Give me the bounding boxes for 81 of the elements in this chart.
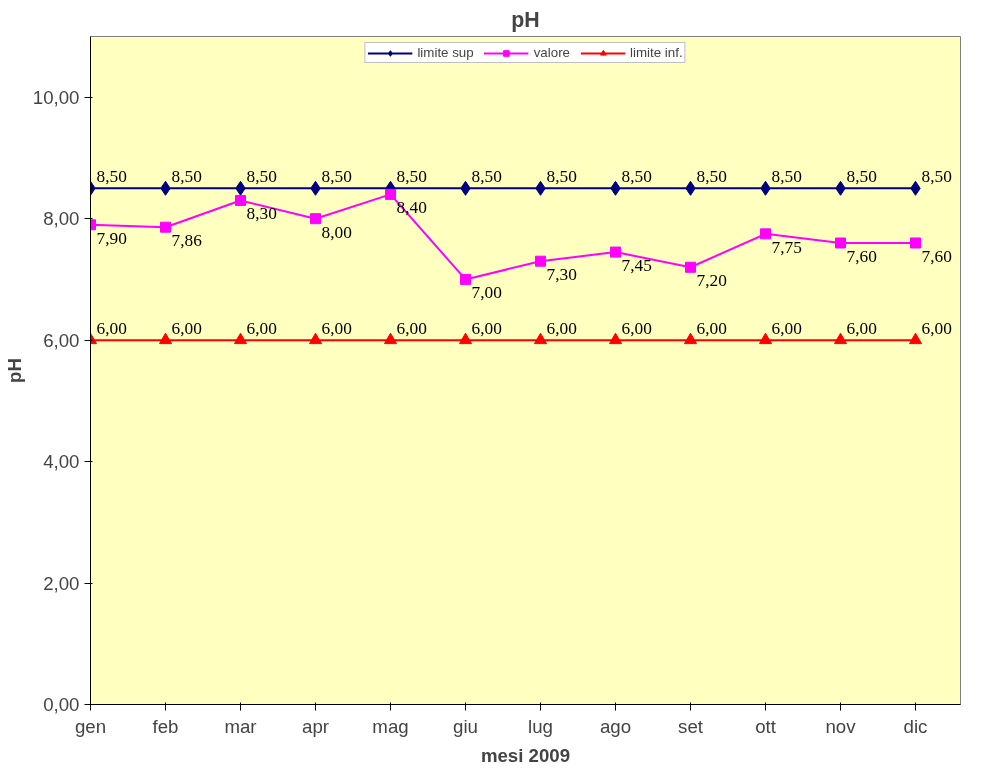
y-tick-label: 10,00 <box>32 86 80 108</box>
point <box>384 332 397 345</box>
point <box>160 221 171 233</box>
data-label: 6,00 <box>921 319 952 339</box>
data-label: 8,50 <box>321 167 352 187</box>
y-tick-label: 8,00 <box>43 208 80 230</box>
data-label: 8,50 <box>696 167 727 187</box>
point <box>309 332 322 345</box>
point <box>535 255 546 267</box>
data-label: 6,00 <box>846 319 877 339</box>
data-label: 8,50 <box>546 167 577 187</box>
point <box>760 228 771 240</box>
point <box>684 332 697 345</box>
point <box>610 246 621 258</box>
y-tick-label: 0,00 <box>43 694 80 715</box>
x-tick-label: mag <box>372 715 409 737</box>
point <box>909 332 922 345</box>
data-label: 7,30 <box>546 265 577 285</box>
data-label: 8,50 <box>471 167 502 187</box>
point <box>910 237 921 249</box>
data-label: 8,50 <box>846 167 877 187</box>
data-label: 7,60 <box>846 246 877 266</box>
data-label: 6,00 <box>696 319 727 339</box>
x-tick-label: lug <box>528 715 553 737</box>
data-label: 7,00 <box>471 283 502 303</box>
data-label: 6,00 <box>396 319 427 339</box>
point <box>385 188 396 200</box>
point <box>235 194 246 206</box>
point <box>835 237 846 249</box>
data-label: 8,50 <box>771 167 802 187</box>
legend-label: limite inf. <box>630 45 683 60</box>
data-label: 7,60 <box>921 246 952 266</box>
x-tick-label: ago <box>599 715 632 737</box>
point <box>609 332 622 345</box>
data-label: 8,50 <box>921 167 952 187</box>
x-tick-label: ott <box>755 715 777 737</box>
data-label: 6,00 <box>96 319 127 339</box>
x-tick-label: set <box>678 715 704 737</box>
chart-title: pH <box>511 7 540 32</box>
point <box>459 332 472 345</box>
point <box>460 273 471 285</box>
x-tick-label: giu <box>453 715 478 737</box>
data-label: 8,50 <box>171 167 202 187</box>
data-label: 7,75 <box>771 237 802 257</box>
x-tick-label: gen <box>74 715 107 737</box>
y-axis-title: pH <box>3 358 25 383</box>
data-label: 6,00 <box>321 319 352 339</box>
point <box>159 332 172 345</box>
x-tick-label: feb <box>152 715 179 737</box>
x-tick-label: mar <box>224 715 257 737</box>
data-label: 8,50 <box>96 167 127 187</box>
data-label: 6,00 <box>771 319 802 339</box>
y-tick-label: 2,00 <box>43 572 80 594</box>
point <box>759 332 772 345</box>
point <box>834 332 847 345</box>
data-label: 6,00 <box>621 319 652 339</box>
y-tick-label: 4,00 <box>43 451 80 473</box>
x-axis-title: mesi 2009 <box>480 744 571 766</box>
data-label: 8,50 <box>246 167 277 187</box>
point <box>234 332 247 345</box>
point <box>534 332 547 345</box>
x-tick-label: apr <box>302 715 329 737</box>
legend-label: valore <box>533 45 571 60</box>
x-tick-label: nov <box>825 715 857 737</box>
data-label: 7,20 <box>696 271 727 291</box>
data-label: 8,00 <box>321 222 352 242</box>
point <box>685 261 696 273</box>
data-label: 8,50 <box>396 167 427 187</box>
data-label: 6,00 <box>171 319 202 339</box>
x-tick-label: dic <box>903 715 928 737</box>
data-label: 7,45 <box>621 256 652 276</box>
data-label: 6,00 <box>546 319 577 339</box>
legend-label: limite sup <box>417 45 474 60</box>
data-label: 6,00 <box>246 319 277 339</box>
data-label: 7,90 <box>96 228 127 248</box>
data-label: 8,30 <box>246 204 277 224</box>
data-label: 6,00 <box>471 319 502 339</box>
data-label: 8,50 <box>621 167 652 187</box>
point <box>310 213 321 225</box>
data-label: 7,86 <box>171 231 203 251</box>
y-tick-label: 6,00 <box>43 329 80 351</box>
